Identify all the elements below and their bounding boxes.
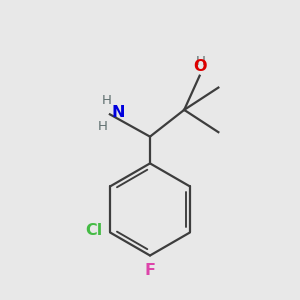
Text: O: O xyxy=(193,59,206,74)
Text: H: H xyxy=(196,55,206,68)
Text: Cl: Cl xyxy=(85,224,103,238)
Text: N: N xyxy=(111,105,125,120)
Text: F: F xyxy=(145,263,155,278)
Text: H: H xyxy=(102,94,112,107)
Text: H: H xyxy=(98,120,107,133)
